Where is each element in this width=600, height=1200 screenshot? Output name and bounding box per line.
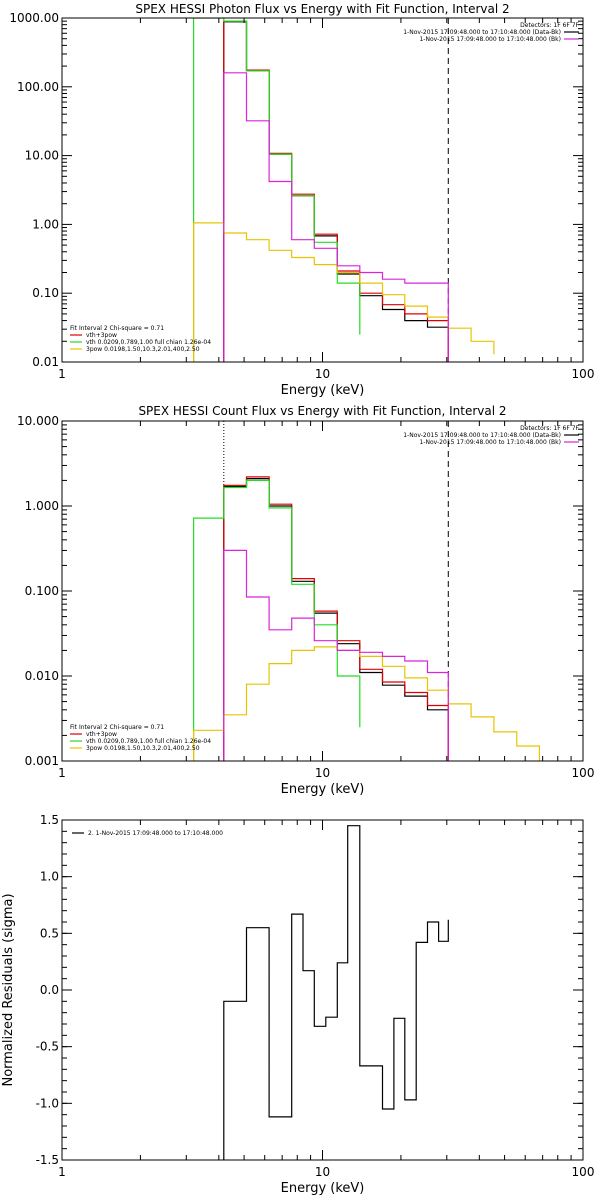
series-total: [223, 21, 449, 362]
series-thermal: [193, 479, 361, 761]
legend-entry-label: 1-Nov-2015 17:09:48.000 to 17:10:48.000 …: [403, 432, 561, 439]
legend-entry-label: vth+3pow: [86, 731, 117, 738]
x-tick-label: 100: [572, 1165, 595, 1179]
legend-header: Fit Interval 2 Chi-square = 0.71: [70, 325, 164, 332]
legend-entry-label: 1-Nov-2015 17:09:48.000 to 17:10:48.000 …: [403, 29, 561, 36]
chart-1: SPEX HESSI Photon Flux vs Energy with Fi…: [9, 2, 594, 398]
x-tick-label: 10: [315, 367, 330, 381]
series-total: [223, 478, 449, 761]
legend-header: Detectors: 1F 6F 7F: [520, 425, 579, 432]
legend-entry-label: vth 0.0209,0.789,1.00 full chian 1.26e-0…: [86, 738, 211, 745]
y-tick-label: -1.5: [36, 1153, 59, 1167]
legend-entry-label: 2. 1-Nov-2015 17:09:48.000 to 17:10:48.0…: [88, 830, 223, 837]
legend-header: Detectors: 1F 6F 7F: [520, 22, 579, 29]
legend-entry-label: 3pow 0.0198,1.50,10.3,2.01,400,2.50: [86, 346, 200, 353]
x-tick-label: 1: [58, 766, 66, 780]
y-tick-label: 0.0: [40, 983, 59, 997]
legend-entry-label: 1-Nov-2015 17:09:48.000 to 17:10:48.000 …: [419, 439, 561, 446]
series-fit_sum: [223, 20, 449, 362]
plot-frame: [61, 17, 584, 363]
data-series: [223, 825, 449, 1160]
y-tick-label: 0.001: [25, 754, 59, 768]
y-tick-label: 1000.00: [9, 11, 59, 25]
y-tick-label: -1.0: [36, 1096, 59, 1110]
y-tick-label: 1.5: [40, 813, 59, 827]
y-tick-label: 1.0: [40, 870, 59, 884]
legend-entry-label: 3pow 0.0198,1.50,10.3,2.01,400,2.50: [86, 745, 200, 752]
y-tick-label: 1.00: [32, 217, 59, 231]
chart-title: SPEX HESSI Photon Flux vs Energy with Fi…: [135, 2, 509, 16]
y-tick-label: 0.010: [25, 669, 59, 683]
plot-frame: [61, 420, 584, 762]
x-axis-label: Energy (keV): [281, 782, 365, 797]
y-tick-label: 0.100: [25, 584, 59, 598]
legend-bottom-left: Fit Interval 2 Chi-square = 0.71vth+3pow…: [70, 325, 211, 353]
y-tick-label: 0.01: [32, 355, 59, 369]
x-axis-label: Energy (keV): [281, 383, 365, 398]
x-tick-label: 100: [572, 367, 595, 381]
chart-title: SPEX HESSI Count Flux vs Energy with Fit…: [138, 404, 506, 418]
data-series: [193, 18, 495, 362]
legend-header: Fit Interval 2 Chi-square = 0.71: [70, 724, 164, 731]
x-tick-label: 1: [58, 367, 66, 381]
legend-bottom-left: Fit Interval 2 Chi-square = 0.71vth+3pow…: [70, 724, 211, 752]
series-fit_sum: [223, 476, 449, 761]
legend-entry-label: vth+3pow: [86, 332, 117, 339]
legend-top-right: Detectors: 1F 6F 7F1-Nov-2015 17:09:48.0…: [403, 22, 579, 43]
y-tick-label: 0.5: [40, 926, 59, 940]
y-tick-label: 0.10: [32, 286, 59, 300]
y-tick-label: -0.5: [36, 1040, 59, 1054]
series-background: [223, 549, 449, 761]
x-tick-label: 100: [572, 766, 595, 780]
y-axis-label: Normalized Residuals (sigma): [1, 893, 16, 1086]
y-tick-label: 100.00: [17, 80, 59, 94]
series-thermal: [193, 18, 361, 362]
x-tick-label: 10: [315, 1165, 330, 1179]
legend-entry-label: 1-Nov-2015 17:09:48.000 to 17:10:48.000 …: [419, 36, 561, 43]
y-tick-label: 10.000: [17, 414, 59, 428]
series-powerlaw: [193, 646, 540, 761]
y-tick-label: 1.000: [25, 499, 59, 513]
data-series: [193, 476, 540, 761]
legend-entry-label: vth 0.0209,0.789,1.00 full chian 1.26e-0…: [86, 339, 211, 346]
y-tick-label: 10.00: [25, 149, 59, 163]
x-tick-label: 10: [315, 766, 330, 780]
legend-top-left: 2. 1-Nov-2015 17:09:48.000 to 17:10:48.0…: [72, 830, 223, 837]
x-tick-label: 1: [58, 1165, 66, 1179]
x-axis-label: Energy (keV): [281, 1181, 365, 1196]
series-background: [223, 72, 449, 362]
legend-top-right: Detectors: 1F 6F 7F1-Nov-2015 17:09:48.0…: [403, 425, 579, 446]
series-total: [223, 825, 449, 1160]
chart-3: 1 10 100 -1.5 -1.0 -0.5 0.0 0.5 1.0 1.5 Energy (ke…: [1, 813, 594, 1196]
plot-frame: [61, 819, 584, 1161]
chart-2: SPEX HESSI Count Flux vs Energy with Fit…: [17, 404, 594, 797]
